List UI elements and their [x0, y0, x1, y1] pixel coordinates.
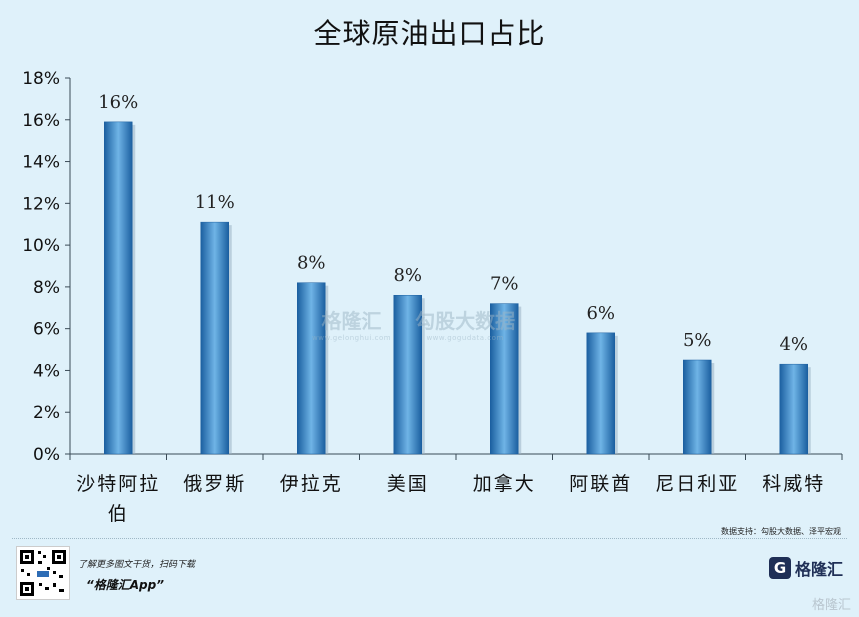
bar	[683, 359, 712, 455]
source-note: 数据支持：勾股大数据、泽平宏观	[721, 527, 841, 536]
qr-code-icon[interactable]	[16, 546, 70, 600]
bar	[200, 221, 229, 455]
y-tick-label: 14%	[22, 153, 60, 173]
data-label: 16%	[98, 92, 138, 113]
bar	[104, 121, 133, 455]
data-label: 6%	[586, 303, 615, 324]
bar	[490, 303, 519, 455]
bar	[586, 332, 615, 455]
data-label: 11%	[195, 192, 235, 213]
y-tick-label: 4%	[33, 361, 60, 381]
y-tick-label: 16%	[22, 111, 60, 131]
corner-watermark: 格隆汇	[811, 598, 851, 613]
chart-title: 全球原油出口占比	[313, 17, 546, 50]
x-tick-label: 阿联酋	[569, 473, 632, 495]
brand-mark-icon: G	[768, 557, 791, 579]
x-tick-label: 美国	[387, 473, 429, 495]
y-tick-label: 2%	[33, 403, 60, 423]
x-tick-label: 加拿大	[473, 472, 536, 495]
brand-logo: G 格隆汇	[768, 556, 843, 580]
data-label: 7%	[490, 274, 519, 295]
bar	[393, 294, 422, 455]
y-tick-label: 18%	[22, 69, 60, 89]
footer-divider	[12, 538, 847, 539]
bar	[779, 363, 808, 455]
data-label: 4%	[779, 334, 808, 355]
x-tick-label: 俄罗斯	[183, 473, 246, 495]
y-tick-label: 0%	[33, 445, 60, 465]
x-tick-label: 沙特阿拉	[76, 473, 160, 495]
y-tick-label: 8%	[33, 278, 60, 298]
bar	[297, 282, 326, 455]
y-tick-label: 6%	[33, 320, 60, 340]
data-label: 8%	[297, 253, 326, 274]
x-tick-label: 伊拉克	[280, 473, 343, 495]
x-tick-label: 伯	[108, 503, 129, 525]
data-label: 5%	[683, 330, 712, 351]
promo-app-name: “格隆汇App”	[86, 578, 164, 592]
y-tick-label: 10%	[22, 236, 60, 256]
data-label: 8%	[393, 265, 422, 286]
promo-text: 了解更多图文干货，扫码下载	[78, 560, 196, 570]
x-tick-label: 尼日利亚	[655, 473, 739, 495]
x-tick-label: 科威特	[762, 473, 825, 495]
brand-name: 格隆汇	[794, 560, 843, 579]
y-tick-label: 12%	[22, 194, 60, 214]
